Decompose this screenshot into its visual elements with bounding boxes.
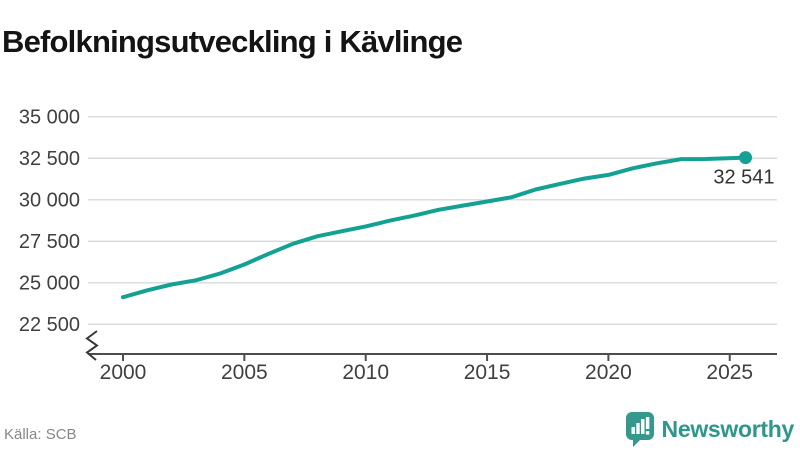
y-axis-tick-label: 25 000 [19,272,80,294]
source-label: Källa: SCB [4,426,77,443]
newsworthy-logo-text: Newsworthy [661,416,795,442]
latest-value-label: 32 541 [713,167,774,189]
x-axis-tick-label: 2010 [342,361,389,384]
y-axis-tick-label: 35 000 [19,106,80,128]
population-series-line [121,155,748,300]
y-axis-tick-label: 27 500 [19,231,80,253]
newsworthy-logo[interactable]: Newsworthy [625,410,795,448]
x-axis-tick-label: 2025 [706,361,753,384]
latest-value-dot [739,151,753,165]
x-axis-tick-label: 2005 [221,361,268,384]
y-axis-tick-label: 30 000 [19,189,80,211]
x-axis-tick-label: 2020 [585,361,632,384]
chart-title: Befolkningsutveckling i Kävlinge [2,23,463,59]
axis-break-icon [85,330,99,361]
x-axis-tick-label: 2015 [464,361,511,384]
y-axis-tick-label: 32 500 [19,148,80,170]
y-axis-tick-label: 22 500 [19,314,80,336]
newsworthy-speech-bubble-bars-icon [625,411,654,447]
x-axis-tick-label: 2000 [100,361,147,384]
